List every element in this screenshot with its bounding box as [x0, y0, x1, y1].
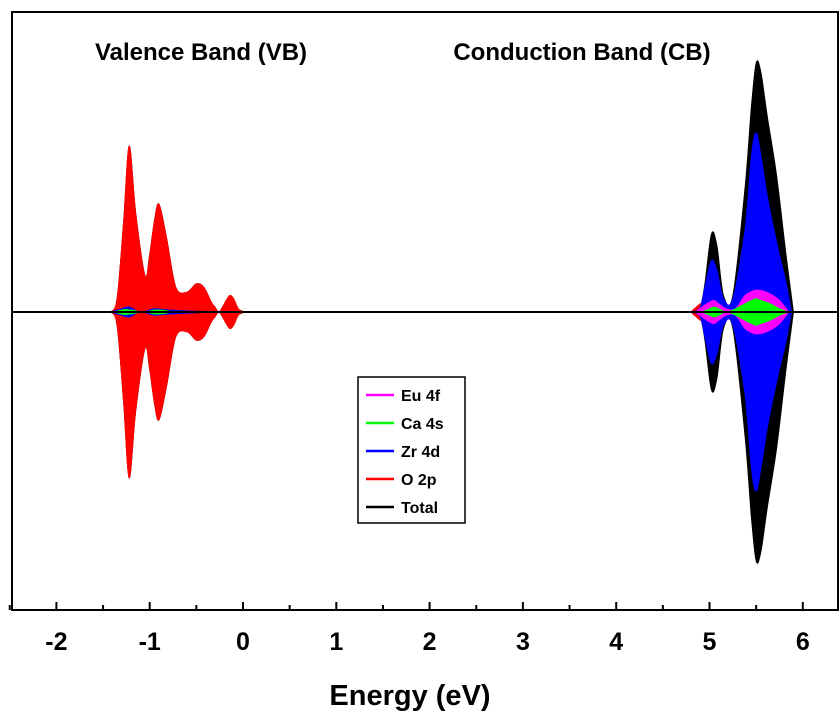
x-axis-ticks: -2 -1 0 1 2 3 4 5 6 — [8, 602, 810, 656]
legend-label-total: Total — [401, 500, 438, 517]
x-tick-label: -2 — [45, 628, 67, 656]
conduction-band-label: Conduction Band (CB) — [453, 39, 710, 66]
legend-label-o-2p: O 2p — [401, 472, 437, 489]
legend-items: Eu 4f Ca 4s Zr 4d O 2p Total — [366, 388, 444, 517]
x-tick-label: 3 — [516, 628, 530, 656]
legend-label-ca-4s: Ca 4s — [401, 416, 444, 433]
x-axis-title: Energy (eV) — [329, 680, 490, 712]
x-tick-label: 2 — [423, 628, 437, 656]
legend: Eu 4f Ca 4s Zr 4d O 2p Total — [357, 376, 466, 524]
x-tick-label: 0 — [236, 628, 250, 656]
x-tick-label: 4 — [609, 628, 623, 656]
x-tick-label: -1 — [139, 628, 161, 656]
legend-label-eu-4f: Eu 4f — [401, 388, 441, 405]
legend-label-zr-4d: Zr 4d — [401, 444, 440, 461]
x-tick-label: 6 — [796, 628, 810, 656]
x-tick-label: 5 — [703, 628, 717, 656]
x-tick-label: 1 — [329, 628, 343, 656]
valence-band-label: Valence Band (VB) — [95, 39, 307, 66]
